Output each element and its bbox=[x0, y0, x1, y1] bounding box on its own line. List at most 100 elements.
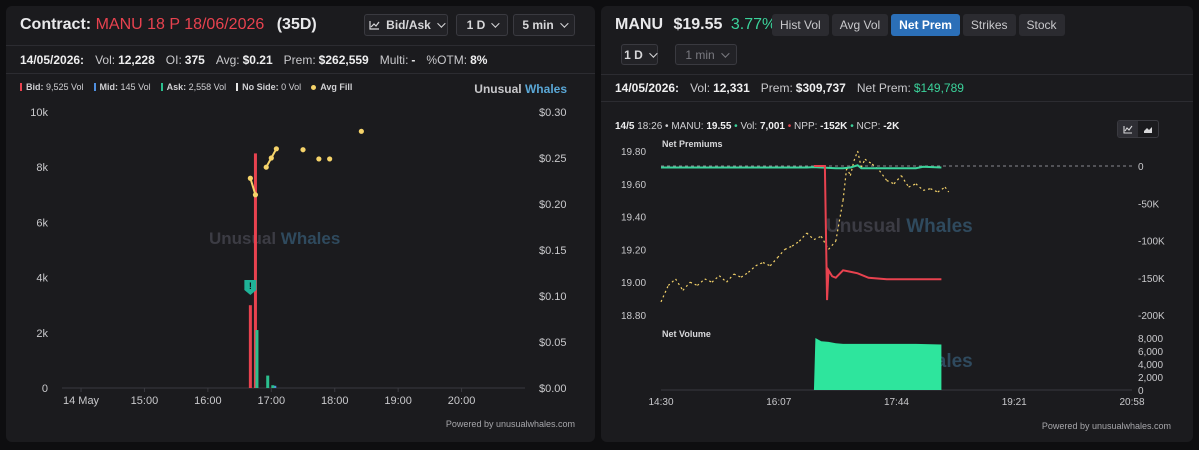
net-premium-chart: 18.80 19.00 19.20 19.40 19.60 19.80 0 -50K -100K… bbox=[621, 147, 1165, 408]
price-line-segment bbox=[667, 278, 676, 286]
y-right-tick-label: $0.25 bbox=[539, 153, 567, 165]
ticker-price: $19.55 bbox=[673, 16, 723, 33]
right-interval-dropdown[interactable]: 1 min bbox=[675, 44, 737, 65]
legend-item[interactable]: Bid: 9,525 Vol bbox=[20, 82, 84, 92]
powered-by-text[interactable]: Powered by unusualwhales.com bbox=[445, 419, 575, 429]
y-right-tick-label: $0.30 bbox=[539, 107, 567, 119]
net-prem-value: $149,789 bbox=[913, 81, 964, 95]
volume-tick-label: 2,000 bbox=[1138, 373, 1163, 384]
y-right-tick-label: $0.15 bbox=[539, 245, 567, 257]
x-tick-label: 19:00 bbox=[384, 395, 412, 407]
line-chart-button[interactable] bbox=[1118, 121, 1138, 137]
ticker-symbol: MANU bbox=[615, 16, 663, 33]
x-tick-label: 20:58 bbox=[1119, 397, 1144, 408]
x-tick-label: 15:00 bbox=[131, 395, 159, 407]
price-line-segment bbox=[726, 273, 735, 283]
y-left-tick-label: 8k bbox=[36, 162, 48, 174]
y-right-tick-label: $0.05 bbox=[539, 337, 567, 349]
price-line-segment bbox=[871, 163, 880, 172]
avg-fill-point bbox=[268, 155, 274, 161]
side-dropdown[interactable]: Bid/Ask bbox=[364, 14, 448, 36]
volume-bar-ask bbox=[266, 375, 270, 388]
legend-item[interactable]: Ask: 2,558 Vol bbox=[160, 82, 226, 92]
volume-tick-label: 6,000 bbox=[1138, 347, 1163, 358]
readout-ncp-value: -2K bbox=[883, 121, 900, 132]
avg-fill-line bbox=[249, 177, 257, 196]
oi-label: OI: bbox=[165, 52, 182, 67]
price-line-segment bbox=[900, 175, 910, 188]
x-tick-label: 16:00 bbox=[194, 395, 222, 407]
watermark: Unusual Whales bbox=[209, 229, 340, 248]
readout-date: 14/5 bbox=[615, 121, 635, 132]
multi-value: - bbox=[411, 52, 416, 67]
legend-name: Ask: bbox=[166, 82, 187, 92]
x-tick-label: 17:00 bbox=[258, 395, 286, 407]
range-dropdown[interactable]: 1 D bbox=[456, 14, 508, 36]
contract-header: Contract: MANU 18 P 18/06/2026 (35D) Bid… bbox=[6, 6, 595, 46]
price-line-segment bbox=[853, 150, 859, 162]
tab-avg-vol[interactable]: Avg Vol bbox=[831, 14, 889, 36]
price-line-segment bbox=[893, 175, 902, 185]
price-line-segment bbox=[806, 232, 815, 241]
net-put-premium-line bbox=[813, 165, 942, 301]
price-line-segment bbox=[915, 183, 924, 191]
price-line-segment bbox=[762, 261, 771, 267]
price-line-segment bbox=[798, 232, 808, 242]
tab-stock[interactable]: Stock bbox=[1018, 14, 1065, 36]
readout-vol-value: 7,001 bbox=[759, 121, 785, 132]
price-tick-label: 19.60 bbox=[621, 180, 646, 191]
contract-title: Contract: MANU 18 P 18/06/2026 (35D) bbox=[20, 16, 317, 34]
brand-logo: Unusual Whales bbox=[474, 82, 567, 96]
legend-item[interactable]: No Side: 0 Vol bbox=[236, 82, 301, 92]
readout-vol-label: Vol: bbox=[740, 121, 758, 132]
avg-fill-point bbox=[252, 192, 259, 198]
contract-chart-panel: Contract: MANU 18 P 18/06/2026 (35D) Bid… bbox=[6, 6, 595, 442]
legend-swatch bbox=[160, 83, 163, 91]
line-chart-icon bbox=[369, 21, 380, 30]
ticker-change: 3.77% bbox=[730, 16, 777, 33]
price-line-segment bbox=[828, 240, 837, 250]
price-line-segment bbox=[769, 257, 778, 267]
right-range-dropdown[interactable]: 1 D bbox=[621, 44, 658, 65]
legend-item[interactable]: Avg Fill bbox=[311, 82, 352, 92]
price-line-segment bbox=[864, 158, 873, 165]
tab-strikes[interactable]: Strikes bbox=[962, 14, 1016, 36]
ticker-title: MANU $19.55 3.77% bbox=[615, 16, 776, 34]
price-tick-label: 19.00 bbox=[621, 278, 646, 289]
net-volume-area bbox=[813, 338, 942, 390]
price-line-segment bbox=[944, 186, 950, 193]
legend-name: Mid: bbox=[99, 82, 119, 92]
price-line-segment bbox=[860, 158, 866, 168]
legend-item[interactable]: Mid: 145 Vol bbox=[93, 82, 151, 92]
contract-symbol: MANU 18 P 18/06/2026 bbox=[95, 16, 265, 33]
stats-date: 14/05/2026: bbox=[20, 52, 85, 67]
price-line-segment bbox=[755, 261, 764, 267]
x-tick-label: 14:30 bbox=[648, 397, 673, 408]
prem-label: Prem: bbox=[760, 81, 793, 95]
price-line-segment bbox=[908, 183, 917, 188]
tab-net-prem[interactable]: Net Prem bbox=[891, 14, 960, 36]
premium-tick-label: -100K bbox=[1138, 237, 1165, 248]
volume-bar-ask bbox=[255, 330, 259, 388]
volume-bar-ask bbox=[271, 385, 275, 388]
oi-value: 375 bbox=[184, 52, 205, 67]
alert-marker-label: ! bbox=[249, 281, 252, 291]
tab-hist-vol[interactable]: Hist Vol bbox=[772, 14, 829, 36]
price-line-segment bbox=[923, 188, 931, 191]
x-tick-label: 20:00 bbox=[448, 395, 476, 407]
readout-npp-label: NPP: bbox=[794, 121, 818, 132]
area-chart-button[interactable] bbox=[1138, 121, 1158, 137]
side-dropdown-label: Bid/Ask bbox=[386, 18, 431, 32]
price-line-segment bbox=[704, 278, 713, 283]
avg-fill-point bbox=[273, 146, 279, 152]
net-prem-label: Net Prem: bbox=[856, 81, 911, 95]
x-tick-label: 16:07 bbox=[766, 397, 791, 408]
premium-tick-label: -200K bbox=[1138, 311, 1165, 322]
interval-dropdown[interactable]: 5 min bbox=[513, 14, 575, 36]
chart-legend: Bid: 9,525 Vol Mid: 145 Vol Ask: 2,558 Vol… bbox=[20, 82, 352, 92]
legend-name: Bid: bbox=[26, 82, 44, 92]
line-chart-icon bbox=[1123, 125, 1133, 134]
chart-tabs: Hist Vol Avg Vol Net Prem Strikes Stock bbox=[772, 14, 1065, 36]
y-right-tick-label: $0.20 bbox=[539, 199, 567, 211]
powered-by-text[interactable]: Powered by unusualwhales.com bbox=[1041, 421, 1171, 431]
